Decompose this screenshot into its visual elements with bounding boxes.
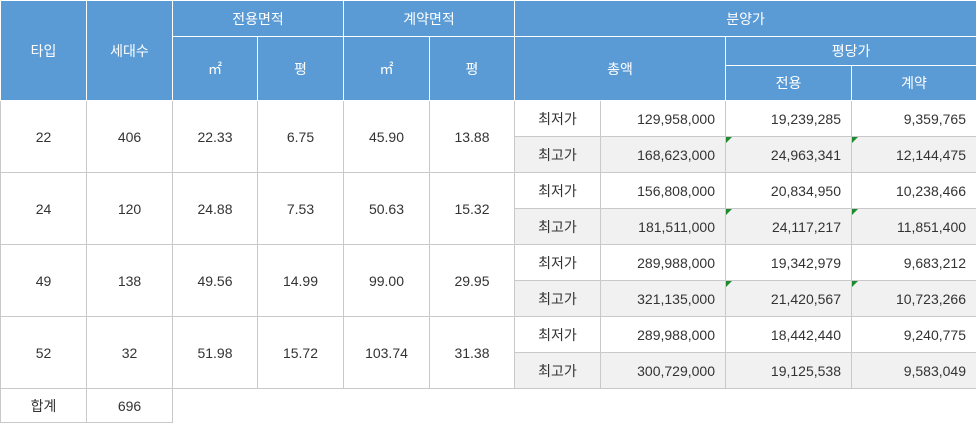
table-row: 49 138 49.56 14.99 99.00 29.95 최저가 289,9… — [0, 244, 976, 317]
cell-per-contract: 9,359,765 — [850, 100, 976, 137]
cell-total: 168,623,000 — [600, 136, 726, 173]
cell-price-label: 최고가 — [514, 136, 601, 173]
cell-per-contract: 9,583,049 — [850, 352, 976, 389]
header-contract-sqm: ㎡ — [343, 36, 430, 101]
header-exclusive-sqm: ㎡ — [172, 36, 258, 101]
cell-total: 129,958,000 — [600, 100, 726, 137]
header-type: 타입 — [0, 0, 87, 101]
cell-total-label: 합계 — [0, 388, 87, 423]
table-row: 22 406 22.33 6.75 45.90 13.88 최저가 129,95… — [0, 100, 976, 173]
cell-per-exclusive: 21,420,567 — [725, 280, 852, 317]
cell-exclusive-pyeong: 14.99 — [257, 244, 344, 317]
cell-exclusive-pyeong: 7.53 — [257, 172, 344, 245]
cell-price-label: 최고가 — [514, 352, 601, 389]
cell-price-label: 최저가 — [514, 316, 601, 353]
cell-per-contract: 10,238,466 — [850, 172, 976, 209]
cell-households: 406 — [86, 100, 173, 173]
cell-price-label: 최고가 — [514, 280, 601, 317]
cell-contract-sqm: 50.63 — [343, 172, 430, 245]
header-per-pyeong: 평당가 — [724, 36, 976, 66]
cell-exclusive-sqm: 49.56 — [172, 244, 258, 317]
cell-total: 300,729,000 — [600, 352, 726, 389]
cell-per-exclusive: 19,342,979 — [725, 244, 852, 281]
cell-contract-pyeong: 15.32 — [429, 172, 515, 245]
cell-exclusive-pyeong: 6.75 — [257, 100, 344, 173]
cell-households: 120 — [86, 172, 173, 245]
cell-contract-pyeong: 31.38 — [429, 316, 515, 389]
header-households: 세대수 — [86, 0, 173, 101]
cell-type: 24 — [0, 172, 87, 245]
header-sale-price: 분양가 — [513, 0, 976, 37]
cell-total-households: 696 — [86, 388, 173, 423]
cell-exclusive-pyeong: 15.72 — [257, 316, 344, 389]
table-row: 최고가 300,729,000 19,125,538 9,583,049 — [1, 352, 976, 389]
cell-exclusive-sqm: 24.88 — [172, 172, 258, 245]
cell-per-exclusive: 24,963,341 — [725, 136, 852, 173]
cell-type: 49 — [0, 244, 87, 317]
cell-per-exclusive: 18,442,440 — [725, 316, 852, 353]
total-row: 합계 696 — [0, 388, 976, 423]
cell-exclusive-sqm: 22.33 — [172, 100, 258, 173]
header-per-contract: 계약 — [850, 65, 976, 101]
table-row: 최고가 181,511,000 24,117,217 11,851,400 — [1, 208, 976, 245]
cell-total: 289,988,000 — [600, 244, 726, 281]
header-total: 총액 — [514, 36, 726, 101]
cell-total: 321,135,000 — [600, 280, 726, 317]
cell-contract-sqm: 45.90 — [343, 100, 430, 173]
cell-per-contract: 12,144,475 — [850, 136, 976, 173]
cell-type: 52 — [0, 316, 87, 389]
cell-per-contract: 9,683,212 — [850, 244, 976, 281]
cell-contract-pyeong: 29.95 — [429, 244, 515, 317]
header-exclusive-area: 전용면적 — [172, 0, 344, 37]
cell-per-contract: 9,240,775 — [850, 316, 976, 353]
cell-households: 32 — [86, 316, 173, 389]
table-row: 최고가 321,135,000 21,420,567 10,723,266 — [1, 280, 976, 317]
cell-contract-sqm: 103.74 — [343, 316, 430, 389]
cell-per-contract: 11,851,400 — [850, 208, 976, 245]
cell-price-label: 최고가 — [514, 208, 601, 245]
cell-per-exclusive: 24,117,217 — [725, 208, 852, 245]
cell-type: 22 — [0, 100, 87, 173]
cell-contract-sqm: 99.00 — [343, 244, 430, 317]
empty-cell — [171, 388, 976, 423]
table-row: 24 120 24.88 7.53 50.63 15.32 최저가 156,80… — [0, 172, 976, 245]
header-contract-area: 계약면적 — [343, 0, 515, 37]
cell-total: 289,988,000 — [600, 316, 726, 353]
cell-price-label: 최저가 — [514, 100, 601, 137]
header-exclusive-pyeong: 평 — [257, 36, 344, 101]
cell-total: 181,511,000 — [600, 208, 726, 245]
header-per-exclusive: 전용 — [725, 65, 852, 101]
cell-price-label: 최저가 — [514, 244, 601, 281]
cell-per-contract: 10,723,266 — [850, 280, 976, 317]
cell-per-exclusive: 19,125,538 — [725, 352, 852, 389]
cell-households: 138 — [86, 244, 173, 317]
cell-price-label: 최저가 — [514, 172, 601, 209]
cell-per-exclusive: 20,834,950 — [725, 172, 852, 209]
cell-total: 156,808,000 — [600, 172, 726, 209]
cell-per-exclusive: 19,239,285 — [725, 100, 852, 137]
table-row: 52 32 51.98 15.72 103.74 31.38 최저가 289,9… — [0, 316, 976, 389]
header-contract-pyeong: 평 — [429, 36, 515, 101]
cell-contract-pyeong: 13.88 — [429, 100, 515, 173]
cell-exclusive-sqm: 51.98 — [172, 316, 258, 389]
